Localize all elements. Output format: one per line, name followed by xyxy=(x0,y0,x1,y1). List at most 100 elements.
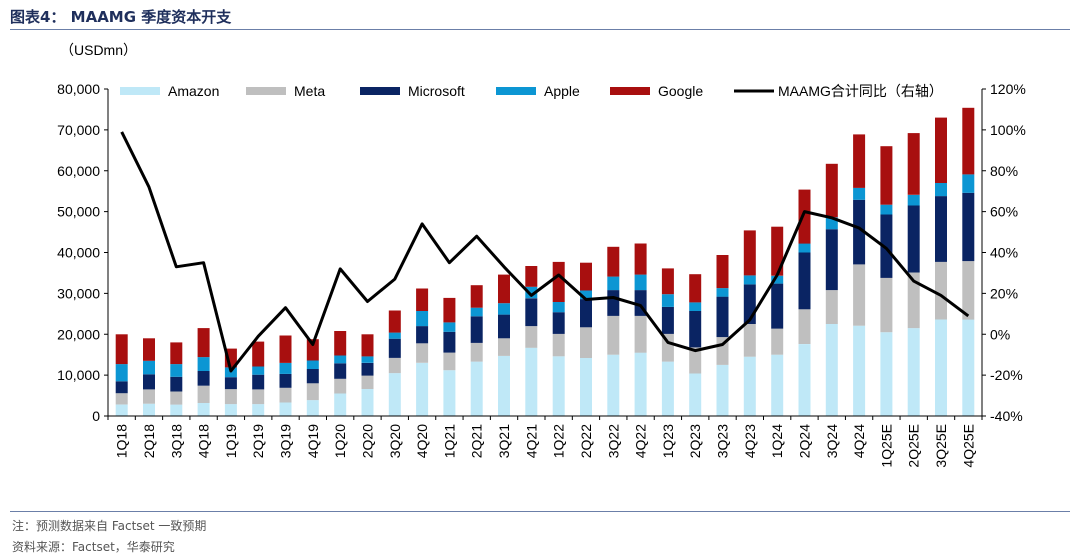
y2-tick-label: 120% xyxy=(990,81,1026,97)
bar-meta-2q24 xyxy=(798,309,811,344)
bar-amazon-4q25e xyxy=(962,319,975,416)
bar-apple-2q21 xyxy=(470,307,483,317)
bar-apple-3q23 xyxy=(716,288,729,297)
bar-apple-4q25e xyxy=(962,174,975,193)
x-tick-label: 3Q18 xyxy=(168,424,184,458)
bar-amazon-2q25e xyxy=(907,328,920,416)
y-tick-label: 20,000 xyxy=(57,326,100,342)
legend-label-yoy-line: MAAMG合计同比（右轴） xyxy=(778,83,943,99)
y-tick-label: 40,000 xyxy=(57,245,100,261)
bar-microsoft-1q19 xyxy=(224,377,237,390)
bar-meta-4q24 xyxy=(853,264,866,326)
bar-apple-1q20 xyxy=(334,355,347,364)
bar-amazon-3q25e xyxy=(935,319,947,416)
y2-tick-label: 60% xyxy=(990,204,1018,220)
bar-stack-group xyxy=(115,107,975,416)
bar-apple-4q24 xyxy=(853,187,866,200)
bar-apple-3q18 xyxy=(170,364,183,377)
bar-meta-1q22 xyxy=(552,333,565,357)
bar-google-2q23 xyxy=(689,274,702,303)
bar-microsoft-2q23 xyxy=(689,311,702,348)
bar-google-4q18 xyxy=(197,328,210,358)
x-tick-label: 1Q21 xyxy=(441,424,457,458)
bar-meta-1q20 xyxy=(334,378,347,394)
bar-google-3q20 xyxy=(388,310,401,333)
bar-amazon-1q21 xyxy=(443,370,456,416)
chart-title: 图表4： MAAMG 季度资本开支 xyxy=(10,8,232,26)
x-tick-label: 3Q24 xyxy=(824,424,840,458)
x-tick-label: 3Q23 xyxy=(715,424,731,458)
x-tick-label: 2Q21 xyxy=(469,424,485,458)
bar-microsoft-2q19 xyxy=(252,374,265,390)
bar-apple-2q25e xyxy=(907,194,920,206)
bar-amazon-4q18 xyxy=(197,402,210,416)
x-tick-label: 4Q23 xyxy=(742,424,758,458)
bar-meta-1q24 xyxy=(771,328,784,355)
bar-apple-1q18 xyxy=(115,364,128,382)
bar-amazon-4q24 xyxy=(853,325,866,416)
bar-google-2q22 xyxy=(580,262,592,291)
bar-google-1q23 xyxy=(661,268,674,295)
bar-apple-4q23 xyxy=(743,275,756,285)
bar-amazon-3q21 xyxy=(498,355,510,416)
bar-apple-3q24 xyxy=(825,217,838,230)
x-tick-label: 3Q20 xyxy=(387,424,403,458)
x-tick-label: 2Q24 xyxy=(797,424,813,458)
bar-apple-3q21 xyxy=(498,303,510,315)
bar-microsoft-2q25e xyxy=(907,205,920,273)
legend-label-apple: Apple xyxy=(544,83,580,99)
bar-google-4q23 xyxy=(743,230,756,276)
bar-meta-1q18 xyxy=(115,393,128,405)
bar-apple-2q20 xyxy=(361,356,374,363)
bar-meta-3q22 xyxy=(607,315,620,355)
bar-amazon-2q20 xyxy=(361,389,374,416)
bar-microsoft-4q20 xyxy=(416,326,429,344)
bar-amazon-3q20 xyxy=(388,373,401,416)
bar-google-1q25e xyxy=(880,146,893,205)
bar-amazon-4q21 xyxy=(525,347,538,416)
bar-apple-3q19 xyxy=(279,362,292,374)
bar-microsoft-3q19 xyxy=(279,373,292,388)
bar-microsoft-3q22 xyxy=(607,290,620,316)
x-tick-label: 1Q24 xyxy=(769,424,785,458)
bar-amazon-3q22 xyxy=(607,354,620,416)
bar-apple-4q20 xyxy=(416,311,429,327)
bar-meta-4q20 xyxy=(416,343,429,363)
legend-swatch-meta xyxy=(246,87,286,95)
bar-microsoft-1q24 xyxy=(771,283,784,329)
bar-apple-2q24 xyxy=(798,243,811,253)
bar-meta-3q25e xyxy=(935,261,947,320)
bar-google-4q22 xyxy=(634,243,647,275)
yoy-growth-line xyxy=(120,131,970,373)
x-tick-label: 3Q22 xyxy=(605,424,621,458)
bar-meta-1q19 xyxy=(224,389,237,405)
y2-tick-label: 0% xyxy=(990,326,1010,342)
bar-microsoft-1q20 xyxy=(334,363,347,379)
bar-meta-2q23 xyxy=(689,347,702,374)
unit-label: （USDmn） xyxy=(60,42,137,58)
bar-meta-2q21 xyxy=(470,342,483,362)
bar-amazon-3q18 xyxy=(170,404,183,416)
chart-axes: 0 10,000 20,000 30,000 40,000 50,000 60,000 70,… xyxy=(57,81,1026,468)
x-tick-label: 2Q18 xyxy=(141,424,157,458)
bar-amazon-4q20 xyxy=(416,362,429,416)
bar-microsoft-1q21 xyxy=(443,331,456,353)
bar-microsoft-4q19 xyxy=(306,369,319,384)
x-tick-label: 1Q18 xyxy=(114,424,130,458)
legend-label-google: Google xyxy=(658,83,703,99)
bar-google-3q23 xyxy=(716,255,729,289)
y-tick-label: 30,000 xyxy=(57,285,100,301)
x-tick-label: 3Q25E xyxy=(933,424,949,468)
bar-meta-3q19 xyxy=(279,387,292,403)
y-tick-label: 80,000 xyxy=(57,81,100,97)
bar-microsoft-1q22 xyxy=(552,312,565,334)
bar-meta-4q18 xyxy=(197,385,210,403)
bar-amazon-2q21 xyxy=(470,361,483,416)
bar-microsoft-4q18 xyxy=(197,371,210,386)
bar-meta-1q21 xyxy=(443,352,456,371)
x-tick-label: 4Q24 xyxy=(851,424,867,458)
y-tick-label: 60,000 xyxy=(57,163,100,179)
bar-apple-3q25e xyxy=(935,183,947,197)
x-tick-label: 2Q22 xyxy=(578,424,594,458)
bar-meta-3q18 xyxy=(170,391,183,405)
